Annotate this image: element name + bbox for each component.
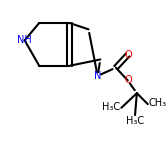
Text: CH₃: CH₃: [149, 98, 167, 108]
Text: O: O: [125, 50, 132, 60]
Text: H₃C: H₃C: [126, 116, 144, 126]
Text: H₃C: H₃C: [102, 102, 120, 112]
Text: O: O: [125, 75, 132, 85]
Text: NH: NH: [17, 35, 32, 45]
Text: N: N: [94, 71, 101, 81]
